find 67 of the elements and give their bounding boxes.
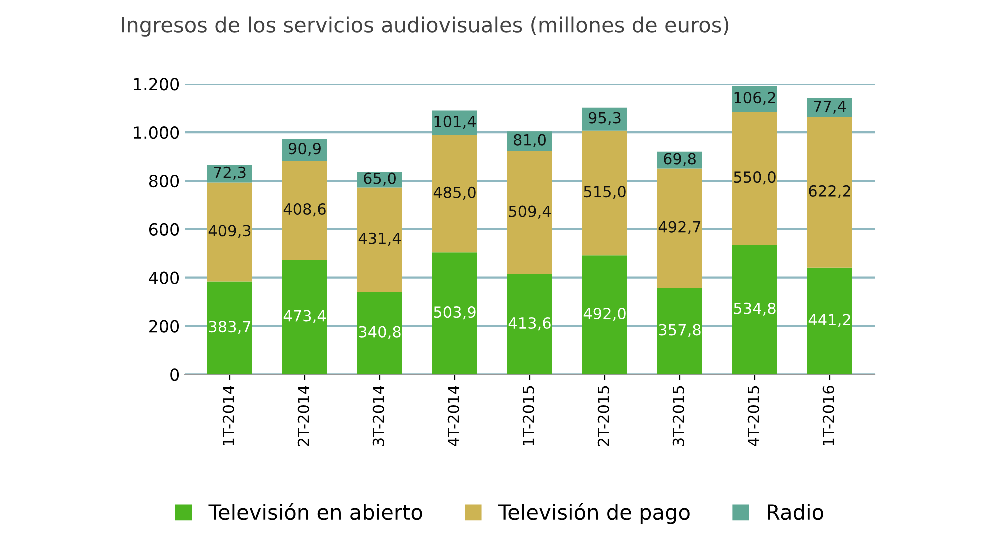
data-label: 492,7 [658,221,701,234]
data-label: 492,0 [584,308,626,322]
data-label: 72,3 [214,166,246,180]
x-tick-label: 2T-2015 [598,386,610,446]
data-label: 509,4 [509,206,552,219]
y-tick-label: 1.000 [134,126,180,140]
data-label: 95,3 [588,112,621,126]
data-label: 69,8 [664,153,696,166]
bar [282,161,328,260]
data-label: 77,4 [814,100,846,114]
bar [208,282,252,375]
bar [658,288,702,375]
data-label: 383,7 [209,321,251,334]
y-tick-label: 600 [149,223,180,236]
data-label: 534,8 [734,302,776,316]
x-tick-label: 4T-2014 [448,386,460,446]
x-tick-label: 2T-2014 [298,386,310,446]
data-label: 81,0 [514,134,546,148]
data-label: 550,0 [734,172,776,185]
y-tick-label: 0 [170,368,180,382]
bar [658,168,702,288]
chart-title: Ingresos de los servicios audiovisuales (millones de euros) [122,16,729,37]
x-tick-label: 3T-2014 [372,386,384,446]
bar [582,130,628,256]
bar [358,188,402,292]
bar [582,256,628,375]
bar [732,245,778,375]
x-tick-label: 1T-2016 [822,386,834,446]
x-tick-label: 4T-2015 [748,386,760,446]
y-tick-label: 800 [149,174,180,188]
data-label: 622,2 [809,185,850,199]
data-label: 106,2 [734,92,776,106]
data-label: 413,6 [508,317,551,331]
bar [808,117,852,268]
bar [732,112,778,246]
data-label: 65,0 [364,172,396,186]
data-label: 90,9 [288,143,321,156]
bar [358,292,402,375]
x-tick-label: 1T-2015 [522,386,534,446]
legend-label: Radio [768,504,824,520]
data-label: 515,0 [584,186,626,200]
data-label: 431,4 [358,232,402,246]
x-tick-label: 3T-2015 [672,386,684,446]
bar [432,110,478,136]
data-label: 408,6 [284,203,326,217]
bar [508,274,552,375]
data-label: 441,2 [808,314,850,328]
y-tick-label: 400 [149,272,180,284]
bar [808,268,852,375]
bar [508,151,552,275]
bar [208,182,252,282]
data-label: 503,9 [434,306,476,320]
data-label: 485,0 [434,186,476,200]
data-label: 409,3 [208,225,251,238]
bar [432,135,478,253]
legend-label: Televisión en abierto [208,503,422,520]
y-tick-label: 200 [150,320,180,333]
legend-label: Televisión de pago [498,503,690,524]
x-tick-label: 1T-2014 [222,386,234,446]
bar [432,252,478,375]
data-label: 357,8 [659,324,701,338]
data-label: 340,8 [359,326,401,340]
bar [582,108,628,131]
data-label: 101,4 [434,116,476,129]
data-label: 473,4 [284,310,326,324]
bar [282,260,328,375]
y-tick-label: 1.200 [134,78,180,91]
